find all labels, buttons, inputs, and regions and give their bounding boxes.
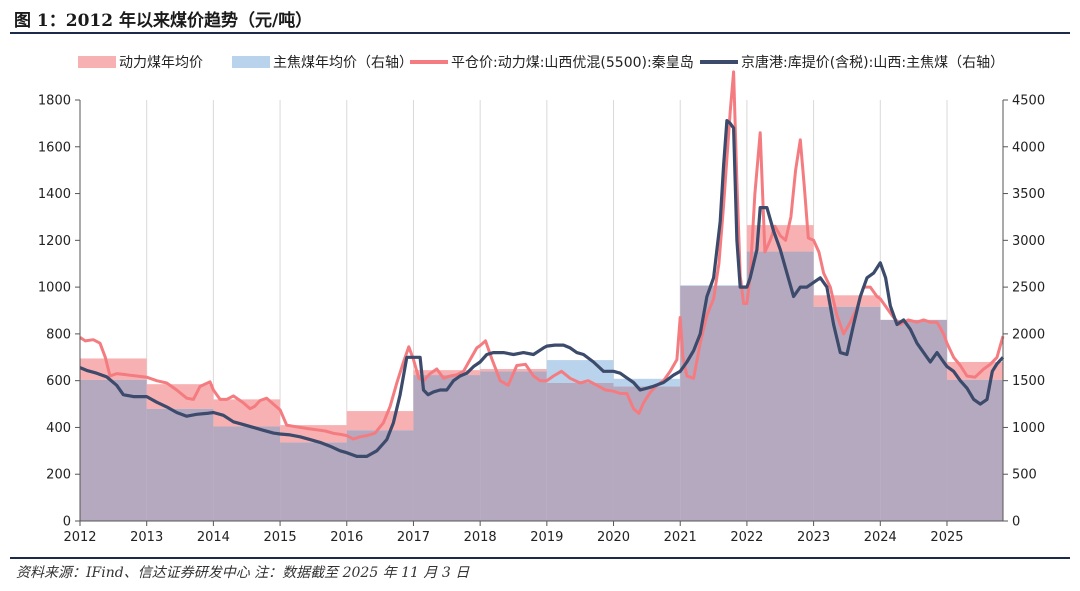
source-rule — [10, 557, 1070, 559]
legend-swatch-coking-avg — [232, 56, 270, 68]
thermal-avg-bar-2013 — [146, 384, 214, 409]
title-rule — [10, 32, 1070, 34]
right-tick-label-2500: 2500 — [1012, 281, 1045, 296]
thermal-avg-bar-2014 — [213, 399, 281, 427]
overlap-avg-bar-2019 — [546, 383, 614, 521]
right-tick-label-2000: 2000 — [1012, 327, 1045, 342]
x-tick-label-2016: 2016 — [330, 530, 363, 545]
legend-label-coking-price: 京唐港:库提价(含税):山西:主焦煤（右轴） — [741, 55, 1005, 71]
thermal-spot-price-line — [79, 70, 1005, 441]
thermal-avg-bar-2023 — [813, 295, 881, 307]
x-tick-label-2025: 2025 — [930, 530, 963, 545]
left-tick-label-1000: 1000 — [38, 281, 71, 296]
left-tick-label-0: 0 — [63, 515, 71, 530]
legend-swatch-thermal-spot — [410, 60, 448, 64]
left-tick-label-1800: 1800 — [38, 94, 71, 109]
thermal-avg-bar-2017 — [413, 370, 481, 376]
x-tick-label-2022: 2022 — [730, 530, 763, 545]
thermal-avg-bar-2015 — [280, 425, 347, 443]
x-tick-label-2021: 2021 — [664, 530, 697, 545]
legend-label-coking-avg: 主焦煤年均价（右轴） — [273, 55, 413, 71]
overlap-avg-bar-2017 — [413, 375, 481, 521]
x-tick-label-2013: 2013 — [130, 530, 163, 545]
coking-avg-bar-2020 — [613, 378, 681, 387]
x-tick-label-2017: 2017 — [397, 530, 430, 545]
right-tick-label-1500: 1500 — [1012, 374, 1045, 389]
x-tick-label-2024: 2024 — [864, 530, 897, 545]
left-tick-label-200: 200 — [46, 468, 71, 483]
right-tick-label-4500: 4500 — [1012, 94, 1045, 109]
x-tick-label-2018: 2018 — [464, 530, 497, 545]
chart-legend: 动力煤年均价 主焦煤年均价（右轴） 平仓价:动力煤:山西优混(5500):秦皇岛… — [0, 52, 1080, 74]
overlap-avg-bar-2020 — [613, 386, 681, 521]
legend-item-thermal-avg: 动力煤年均价 — [78, 52, 203, 72]
left-tick-label-800: 800 — [46, 327, 71, 342]
overlap-avg-bar-2023 — [813, 306, 881, 521]
right-tick-label-4000: 4000 — [1012, 140, 1045, 155]
x-tick-label-2019: 2019 — [530, 530, 563, 545]
x-tick-label-2015: 2015 — [264, 530, 297, 545]
source-note: 资料来源：IFind、信达证券研发中心 注：数据截至 2025 年 11 月 3… — [16, 565, 470, 581]
left-tick-label-1200: 1200 — [38, 234, 71, 249]
legend-swatch-thermal-avg — [78, 56, 116, 68]
overlap-avg-bar-2015 — [280, 442, 347, 521]
legend-item-coking-price: 京唐港:库提价(含税):山西:主焦煤（右轴） — [700, 52, 1004, 72]
left-tick-label-1400: 1400 — [38, 187, 71, 202]
left-tick-label-600: 600 — [46, 374, 71, 389]
left-tick-label-400: 400 — [46, 421, 71, 436]
overlap-avg-bar-2024 — [880, 319, 947, 521]
right-tick-label-500: 500 — [1012, 468, 1037, 483]
x-tick-label-2020: 2020 — [597, 530, 630, 545]
right-tick-label-1000: 1000 — [1012, 421, 1045, 436]
overlap-avg-bar-2025 — [946, 379, 1003, 521]
overlap-avg-bar-2016 — [346, 430, 414, 521]
right-tick-label-3500: 3500 — [1012, 187, 1045, 202]
right-tick-label-0: 0 — [1012, 515, 1020, 530]
overlap-avg-bar-2012 — [80, 379, 147, 521]
overlap-avg-bar-2022 — [746, 251, 814, 521]
x-tick-label-2023: 2023 — [797, 530, 830, 545]
right-tick-label-3000: 3000 — [1012, 234, 1045, 249]
legend-item-thermal-spot: 平仓价:动力煤:山西优混(5500):秦皇岛 — [410, 52, 694, 72]
figure-title: 图 1：2012 年以来煤价趋势（元/吨） — [14, 11, 313, 31]
x-tick-label-2014: 2014 — [197, 530, 230, 545]
coking-price-line — [79, 118, 1005, 458]
overlap-avg-bar-2018 — [480, 371, 547, 521]
left-tick-label-1600: 1600 — [38, 140, 71, 155]
legend-label-thermal-avg: 动力煤年均价 — [119, 55, 203, 71]
overlap-avg-bar-2021 — [680, 285, 747, 521]
legend-item-coking-avg: 主焦煤年均价（右轴） — [232, 52, 413, 72]
overlap-avg-bar-2013 — [146, 408, 214, 521]
thermal-avg-bar-2016 — [346, 411, 414, 431]
coking-avg-bar-2021 — [680, 285, 747, 286]
x-tick-label-2012: 2012 — [63, 530, 96, 545]
overlap-avg-bar-2014 — [213, 426, 281, 521]
legend-swatch-coking-price — [700, 60, 738, 64]
legend-label-thermal-spot: 平仓价:动力煤:山西优混(5500):秦皇岛 — [451, 55, 694, 71]
